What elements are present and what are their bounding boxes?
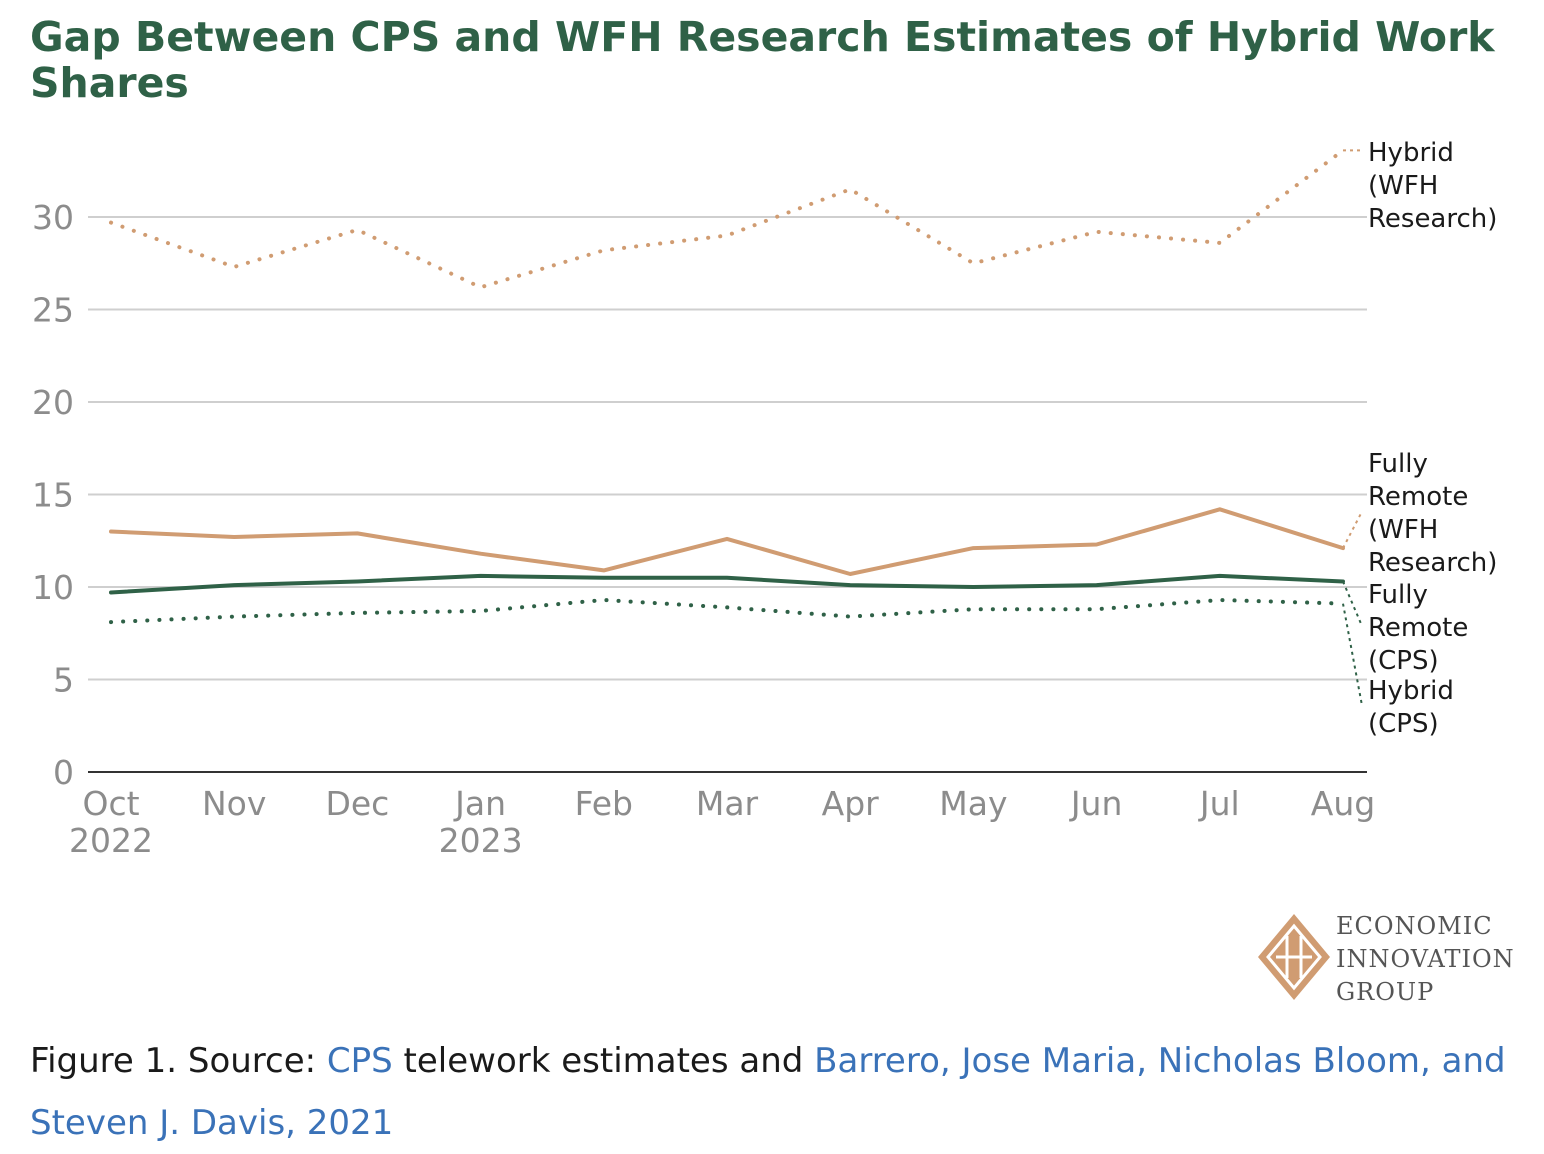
x-tick-label-0-0: Oct bbox=[82, 784, 139, 823]
series-label-3-0: Hybrid bbox=[1368, 676, 1454, 706]
logo-line-group: GROUP bbox=[1336, 976, 1515, 1009]
label-connector-3 bbox=[1343, 604, 1362, 706]
x-tick-label-10-0: Aug bbox=[1311, 784, 1375, 823]
series-labels: Hybrid(WFHResearch)FullyRemote(WFHResear… bbox=[1343, 138, 1497, 739]
y-axis-ticks: 0 5 10 15 20 25 30 bbox=[32, 198, 74, 792]
series-label-2-2: (CPS) bbox=[1368, 646, 1439, 676]
series-label-1-1: Remote bbox=[1368, 482, 1468, 512]
eig-logo: ECONOMIC INNOVATION GROUP bbox=[1254, 910, 1544, 1005]
logo-line-innovation: INNOVATION bbox=[1336, 943, 1515, 976]
series-line-3 bbox=[111, 600, 1343, 622]
series-line-0 bbox=[111, 150, 1343, 287]
y-tick-label-20: 20 bbox=[32, 383, 74, 422]
series-label-0-1: (WFH bbox=[1368, 171, 1438, 201]
series-label-2-0: Fully bbox=[1368, 580, 1428, 610]
caption-middle: telework estimates and bbox=[393, 1041, 814, 1081]
x-tick-label-1-0: Nov bbox=[202, 784, 266, 823]
grid-lines bbox=[88, 217, 1367, 680]
x-tick-label-6-0: Apr bbox=[822, 784, 880, 823]
logo-line-economic: ECONOMIC bbox=[1336, 910, 1515, 943]
figure-caption: Figure 1. Source: CPS telework estimates… bbox=[30, 1030, 1520, 1154]
series-line-1 bbox=[111, 509, 1343, 574]
y-tick-label-5: 5 bbox=[53, 661, 74, 700]
label-connector-1 bbox=[1343, 512, 1362, 549]
series-label-0-2: Research) bbox=[1368, 204, 1497, 234]
eig-logo-icon bbox=[1254, 910, 1334, 1005]
series-label-0-0: Hybrid bbox=[1368, 138, 1454, 168]
x-tick-label-9-0: Jul bbox=[1198, 784, 1240, 823]
x-tick-label-8-0: Jun bbox=[1069, 784, 1123, 823]
y-tick-label-10: 10 bbox=[32, 568, 74, 607]
series-label-1-2: (WFH bbox=[1368, 515, 1438, 545]
series-line-2 bbox=[111, 576, 1343, 593]
y-tick-label-0: 0 bbox=[53, 753, 74, 792]
series-label-2-1: Remote bbox=[1368, 613, 1468, 643]
series-label-1-0: Fully bbox=[1368, 449, 1428, 479]
series-lines bbox=[111, 150, 1343, 622]
x-tick-label-4-0: Feb bbox=[575, 784, 633, 823]
y-tick-label-15: 15 bbox=[32, 476, 74, 515]
caption-prefix: Figure 1. Source: bbox=[30, 1041, 327, 1081]
y-tick-label-25: 25 bbox=[32, 291, 74, 330]
y-tick-label-30: 30 bbox=[32, 198, 74, 237]
series-label-1-3: Research) bbox=[1368, 548, 1497, 578]
x-tick-label-7-0: May bbox=[939, 784, 1007, 823]
x-tick-label-5-0: Mar bbox=[696, 784, 759, 823]
x-tick-label-0-1: 2022 bbox=[69, 821, 153, 860]
x-tick-label-3-0: Jan bbox=[453, 784, 506, 823]
x-tick-label-2-0: Dec bbox=[325, 784, 389, 823]
x-tick-label-3-1: 2023 bbox=[439, 821, 523, 860]
cps-link[interactable]: CPS bbox=[327, 1041, 393, 1081]
series-label-3-1: (CPS) bbox=[1368, 709, 1439, 739]
